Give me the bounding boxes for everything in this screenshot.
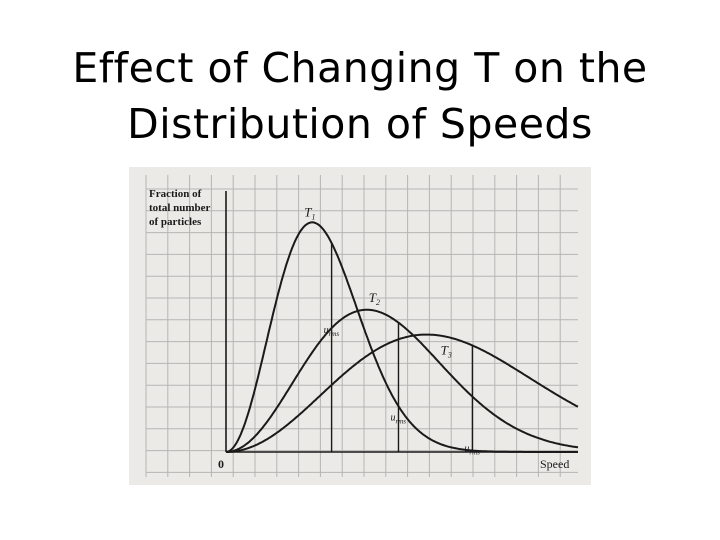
curve-t3 [226,333,579,453]
y-axis-label-line-2: total number [149,202,211,214]
rms-lines [330,242,474,452]
slide-title: Effect of Changing T on the Distribution… [0,40,720,152]
curve-label-t2: T2 [369,290,380,307]
distribution-curves [225,221,579,453]
speed-distribution-chart: Fraction of total number of particles 0 … [145,175,579,477]
origin-label: 0 [218,457,224,471]
curve-label-t1: T1 [304,204,315,221]
curve-t2 [226,308,579,453]
x-axis-label: Speed [540,457,569,471]
y-axis-label: Fraction of total number of particles [149,188,211,228]
y-axis-label-line-1: Fraction of [149,188,202,200]
grid-lines [145,175,578,477]
slide-title-line-1: Effect of Changing T on the [72,44,648,92]
y-axis-label-line-3: of particles [149,216,202,228]
speed-distribution-figure: Fraction of total number of particles 0 … [129,167,591,485]
curve-t1 [225,221,578,453]
curve-label-t3: T3 [441,343,452,360]
slide-title-line-2: Distribution of Speeds [127,100,593,148]
